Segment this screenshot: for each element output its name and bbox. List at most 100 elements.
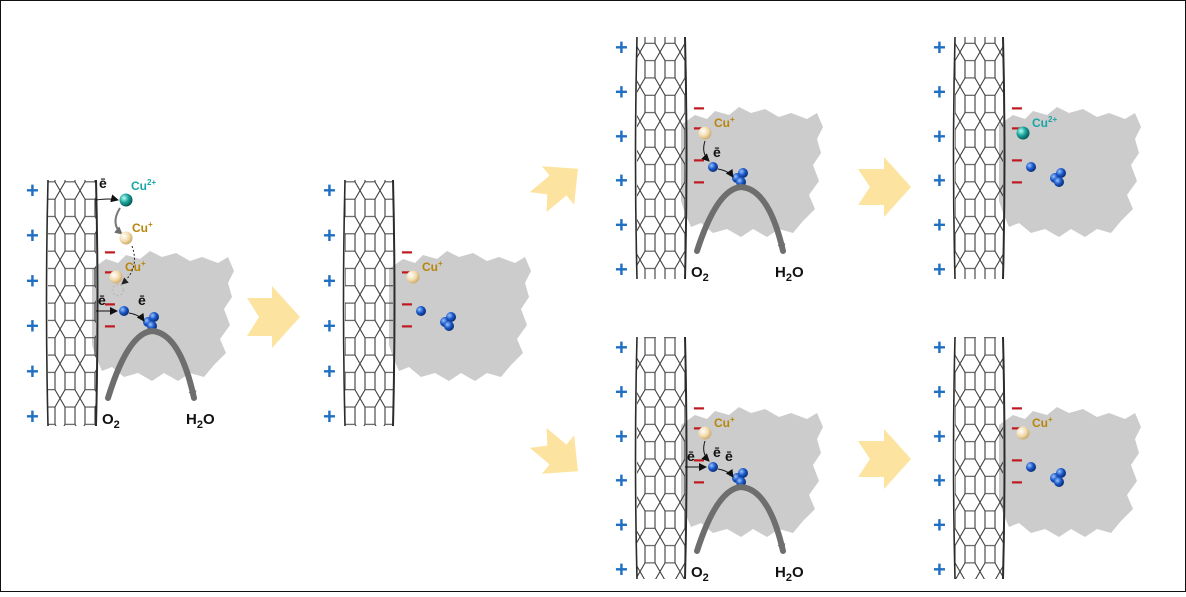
cu2-label: Cu2+ bbox=[131, 178, 156, 193]
negative-charge: − bbox=[1011, 450, 1023, 472]
step-arrow-1-to-2 bbox=[247, 286, 300, 348]
positive-charge: + bbox=[933, 79, 946, 104]
positive-charge: + bbox=[933, 168, 946, 193]
positive-charge: + bbox=[26, 359, 39, 384]
negative-charge: − bbox=[1011, 172, 1023, 194]
negative-charge: − bbox=[693, 418, 705, 440]
positive-charge: + bbox=[615, 124, 628, 149]
negative-charge: − bbox=[693, 172, 705, 194]
t1-copper bbox=[708, 462, 718, 472]
diffusion-arrow bbox=[121, 245, 135, 285]
trinuclear-copper bbox=[444, 321, 454, 331]
negative-charge: − bbox=[693, 450, 705, 472]
negative-charge: − bbox=[1011, 118, 1023, 140]
positive-charge: + bbox=[615, 513, 628, 538]
carbon-nanotube bbox=[955, 37, 1003, 279]
t1-copper bbox=[119, 306, 129, 316]
electron-label: ē bbox=[98, 292, 106, 308]
positive-charge: + bbox=[933, 557, 946, 582]
step-arrow-bottom-3-to-4 bbox=[858, 429, 911, 489]
negative-charge: − bbox=[104, 316, 116, 338]
electron-label: ē bbox=[725, 448, 733, 464]
step-arrow-2-to-top bbox=[529, 166, 578, 213]
carbon-nanotube bbox=[48, 180, 96, 426]
positive-charge: + bbox=[933, 124, 946, 149]
cu2-label: Cu2+ bbox=[1032, 115, 1057, 130]
negative-charge: − bbox=[1011, 398, 1023, 420]
positive-charge: + bbox=[26, 223, 39, 248]
negative-charge: − bbox=[104, 262, 116, 284]
positive-charge: + bbox=[615, 35, 628, 60]
nanotube-right-wall bbox=[684, 336, 688, 580]
positive-charge: + bbox=[933, 379, 946, 404]
panel-2: ++++++−−−−Cu+ bbox=[323, 178, 531, 429]
carbon-nanotube bbox=[955, 337, 1003, 579]
electron-transfer-arrow bbox=[701, 440, 710, 462]
panel-3-top: ++++++−−−−Cu+ēO2 H2O bbox=[615, 35, 823, 284]
trinuclear-copper bbox=[1054, 477, 1064, 487]
positive-charge: + bbox=[615, 335, 628, 360]
negative-charge: − bbox=[401, 294, 413, 316]
t1-copper bbox=[1026, 462, 1036, 472]
cu1-label: Cu+ bbox=[714, 115, 735, 130]
panel-3-bottom: ++++++−−−−Cu+ēē ēO2 H2O bbox=[615, 335, 823, 584]
o2-label: O2 bbox=[102, 411, 120, 431]
positive-charge: + bbox=[615, 468, 628, 493]
positive-charge: + bbox=[615, 168, 628, 193]
intramolecular-electron-arrow bbox=[717, 168, 734, 178]
nanotube-right-wall bbox=[684, 36, 688, 280]
carbon-nanotube bbox=[637, 337, 685, 579]
negative-charge: − bbox=[1011, 472, 1023, 494]
cu1-free-label: Cu+ bbox=[132, 220, 153, 235]
nanotube-left-wall bbox=[634, 336, 638, 580]
nanotube-left-wall bbox=[952, 336, 956, 580]
h2o-label: H2O bbox=[775, 564, 804, 584]
positive-charge: + bbox=[933, 35, 946, 60]
electron-transfer-arrow bbox=[701, 140, 710, 162]
t1-copper bbox=[1026, 162, 1036, 172]
positive-charge: + bbox=[26, 178, 39, 203]
positive-charge: + bbox=[933, 424, 946, 449]
negative-charge: − bbox=[104, 242, 116, 264]
negative-charge: − bbox=[401, 262, 413, 284]
step-arrow-top-3-to-4 bbox=[858, 157, 911, 217]
nanotube-left-wall bbox=[634, 36, 638, 280]
positive-charge: + bbox=[26, 404, 39, 429]
intramolecular-electron-arrow bbox=[717, 468, 734, 478]
cu2-ion bbox=[1016, 126, 1030, 140]
protein-blob bbox=[999, 107, 1141, 237]
trinuclear-copper bbox=[149, 312, 159, 322]
positive-charge: + bbox=[615, 557, 628, 582]
positive-charge: + bbox=[615, 79, 628, 104]
binding-site bbox=[111, 283, 125, 297]
t1-copper bbox=[708, 162, 718, 172]
positive-charge: + bbox=[323, 223, 336, 248]
nanotube-left-wall bbox=[342, 179, 346, 427]
positive-charge: + bbox=[323, 404, 336, 429]
t1-copper bbox=[416, 306, 426, 316]
positive-charge: + bbox=[933, 513, 946, 538]
cu1-label: Cu+ bbox=[714, 415, 735, 430]
electron-label: ē bbox=[99, 175, 107, 191]
cu2-ion bbox=[119, 193, 133, 207]
nanotube-left-wall bbox=[45, 179, 49, 427]
cu1-ion bbox=[406, 270, 420, 284]
negative-charge: − bbox=[693, 472, 705, 494]
cu1-label: Cu+ bbox=[422, 259, 443, 274]
h2o-label: H2O bbox=[775, 264, 804, 284]
negative-charge: − bbox=[1011, 418, 1023, 440]
panel-4-top: ++++++−−−−Cu2+ bbox=[933, 35, 1141, 282]
trinuclear-copper bbox=[738, 468, 748, 478]
electron-label: ē bbox=[138, 292, 146, 308]
h2o-label: H2O bbox=[186, 411, 215, 431]
carbon-nanotube bbox=[345, 180, 393, 426]
positive-charge: + bbox=[323, 314, 336, 339]
intramolecular-electron-arrow bbox=[128, 312, 145, 322]
positive-charge: + bbox=[933, 213, 946, 238]
nanotube-right-wall bbox=[1002, 336, 1006, 580]
cu1-ion bbox=[109, 270, 123, 284]
positive-charge: + bbox=[615, 213, 628, 238]
